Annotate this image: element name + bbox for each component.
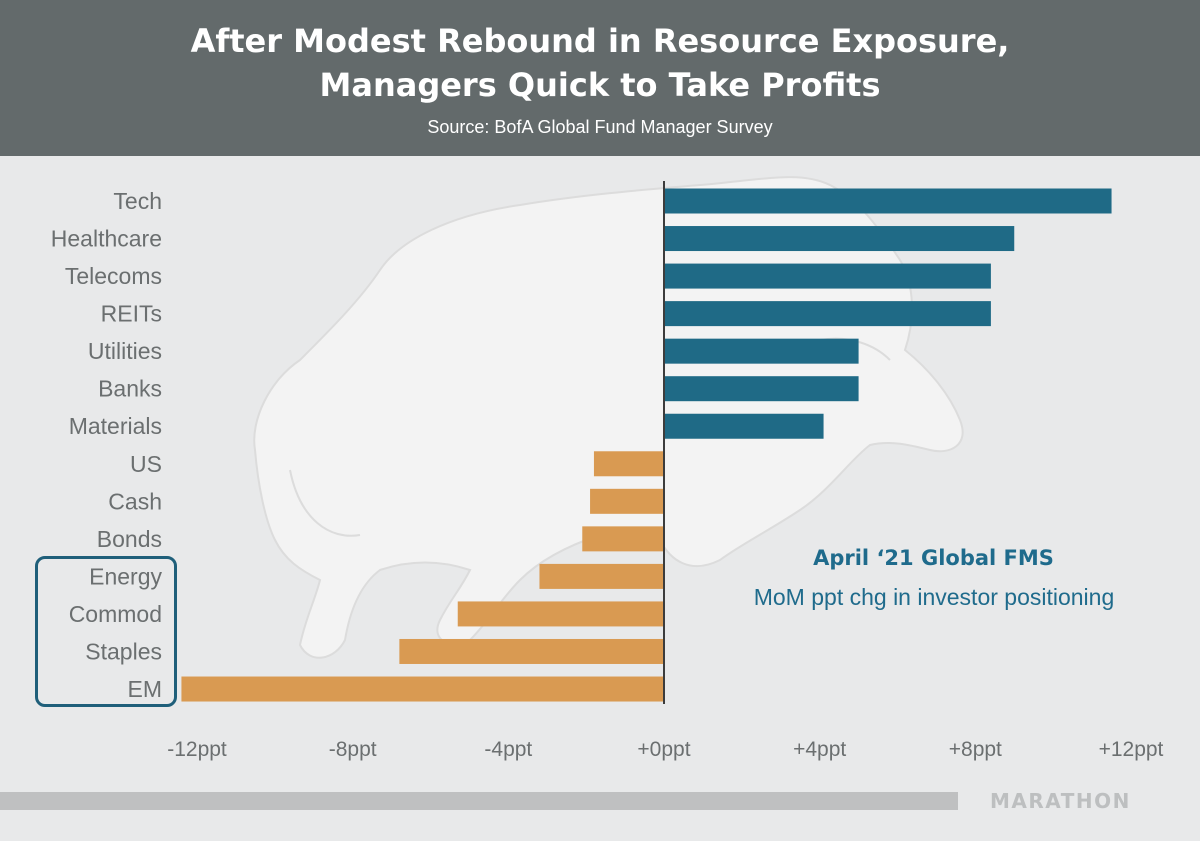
brand-logo: MARATHON <box>990 789 1131 813</box>
x-tick-label: +12ppt <box>1099 738 1164 761</box>
bar-em <box>181 676 664 702</box>
bar-healthcare <box>664 226 1015 252</box>
bar-telecoms <box>664 263 991 289</box>
category-label-cash: Cash <box>108 488 162 514</box>
bull-watermark <box>253 176 964 659</box>
category-label-energy: Energy <box>89 563 162 589</box>
bar-commod <box>457 601 664 627</box>
category-label-staples: Staples <box>85 638 162 664</box>
category-label-bonds: Bonds <box>97 526 162 552</box>
chart-title-line1: After Modest Rebound in Resource Exposur… <box>190 22 1010 60</box>
category-label-em: EM <box>128 676 163 702</box>
category-label-telecoms: Telecoms <box>65 263 162 289</box>
footer-bar <box>0 792 958 810</box>
category-label-utilities: Utilities <box>88 338 162 364</box>
annotation-text: MoM ppt chg in investor positioning <box>753 584 1115 610</box>
category-label-commod: Commod <box>69 601 162 627</box>
category-label-reits: REITs <box>101 301 162 327</box>
bar-reits <box>664 301 991 327</box>
bar-banks <box>664 376 859 402</box>
bar-cash <box>590 488 664 514</box>
x-tick-label: -8ppt <box>329 738 377 761</box>
category-label-healthcare: Healthcare <box>51 226 162 252</box>
resource-highlight-box <box>35 556 177 707</box>
category-label-tech: Tech <box>113 188 162 214</box>
bar-utilities <box>664 338 859 364</box>
chart-title-line2: Managers Quick to Take Profits <box>319 66 881 104</box>
bar-us <box>593 451 664 477</box>
bar-staples <box>399 638 664 664</box>
chart-subtitle: Source: BofA Global Fund Manager Survey <box>427 117 773 137</box>
x-tick-label: -4ppt <box>484 738 532 761</box>
bar-tech <box>664 188 1112 214</box>
annotation-title: April ‘21 Global FMS <box>813 546 1054 570</box>
category-label-materials: Materials <box>69 413 162 439</box>
category-label-us: US <box>130 451 162 477</box>
category-label-banks: Banks <box>98 376 162 402</box>
bar-bonds <box>582 526 664 552</box>
x-tick-label: +0ppt <box>637 738 690 761</box>
bar-chart: Tech Healthcare Telecoms REITs Utilities Bank… <box>51 176 1164 761</box>
bar-materials <box>664 413 824 439</box>
bar-energy <box>539 563 664 589</box>
x-tick-label: +8ppt <box>949 738 1002 761</box>
x-tick-label: +4ppt <box>793 738 846 761</box>
x-tick-label: -12ppt <box>167 738 227 761</box>
chart-header: After Modest Rebound in Resource Exposur… <box>0 0 1200 156</box>
